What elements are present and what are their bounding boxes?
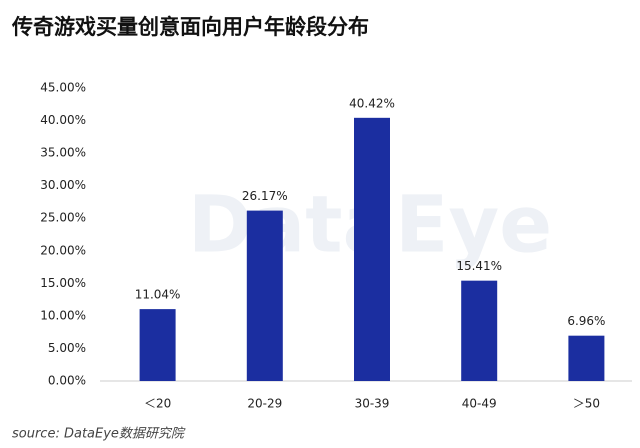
x-tick-label: 30-39 [355, 397, 390, 411]
x-tick-label: ＞50 [573, 397, 600, 411]
bar [461, 280, 498, 381]
value-label: 6.96% [567, 314, 605, 328]
y-tick-label: 25.00% [40, 211, 86, 225]
x-tick-label: 20-29 [247, 397, 282, 411]
y-tick-label: 45.00% [40, 81, 86, 95]
value-label: 15.41% [456, 259, 502, 273]
chart-title: 传奇游戏买量创意面向用户年龄段分布 [11, 15, 369, 39]
y-tick-label: 5.00% [48, 341, 86, 355]
bar [354, 117, 390, 381]
y-tick-label: 0.00% [48, 374, 86, 388]
y-tick-label: 10.00% [40, 308, 86, 322]
value-label: 26.17% [242, 189, 288, 203]
y-tick-label: 20.00% [40, 243, 86, 257]
y-tick-label: 35.00% [40, 146, 86, 160]
x-tick-label: 40-49 [462, 397, 497, 411]
value-label: 11.04% [135, 288, 181, 302]
y-tick-label: 40.00% [40, 113, 86, 127]
bar [139, 309, 176, 381]
y-tick-label: 30.00% [40, 178, 86, 192]
bar [568, 335, 605, 381]
x-tick-label: ＜20 [144, 397, 171, 411]
source-note: source: DataEye数据研究院 [12, 426, 186, 442]
y-tick-label: 15.00% [40, 276, 86, 290]
bar [246, 210, 283, 381]
value-label: 40.42% [349, 96, 395, 110]
